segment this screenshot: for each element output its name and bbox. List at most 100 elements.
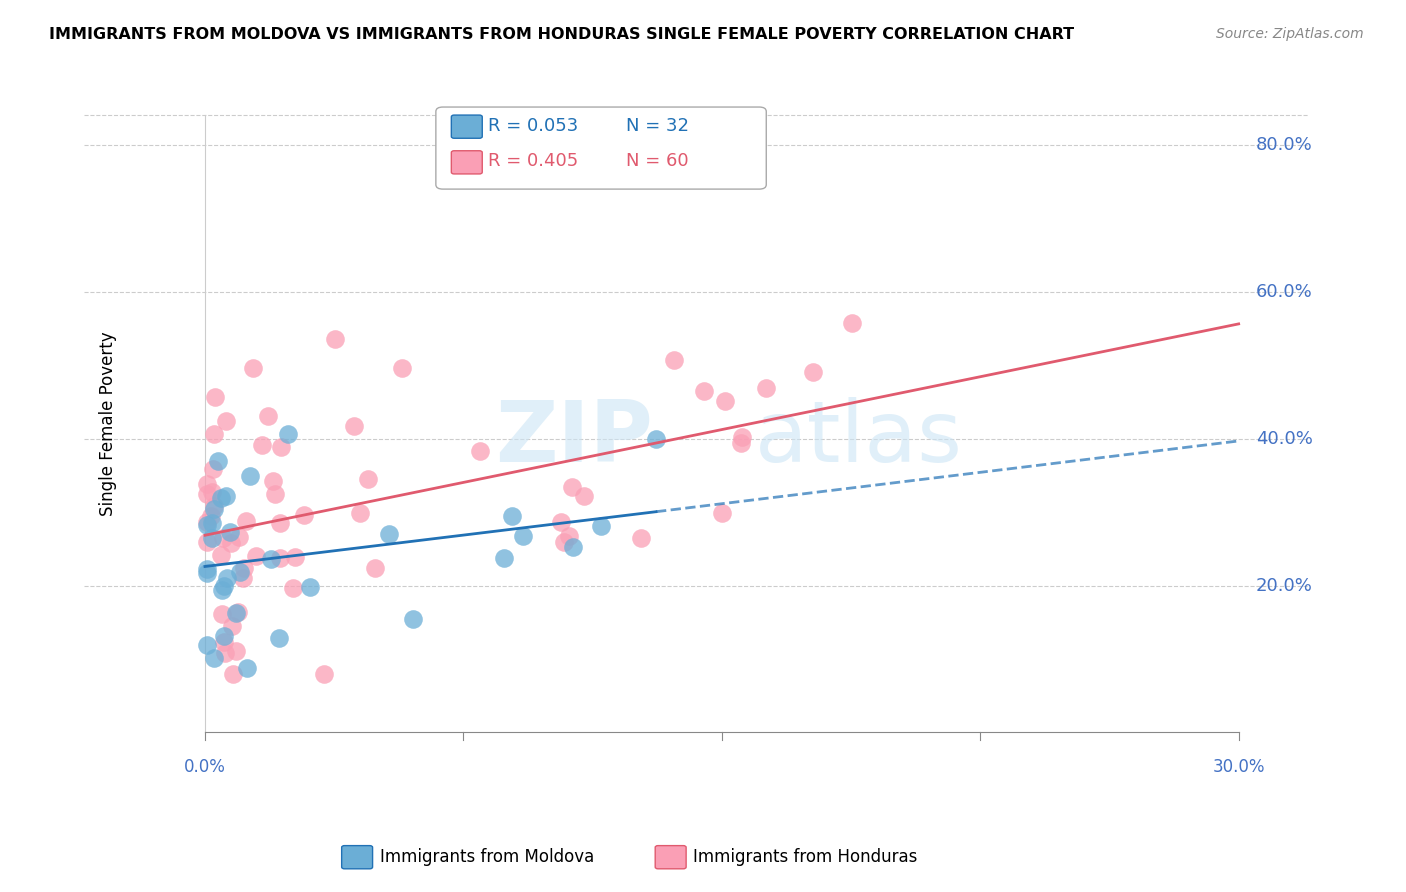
Point [201, 484, 224, 499]
Point [225, 644, 247, 658]
Point [202, 651, 225, 665]
Point [561, 480, 583, 494]
Point [314, 666, 336, 681]
Point [195, 638, 218, 652]
Point [841, 317, 863, 331]
Point [214, 646, 236, 660]
Point [212, 579, 235, 593]
Point [221, 619, 243, 633]
Point [343, 418, 366, 433]
Text: Source: ZipAtlas.com: Source: ZipAtlas.com [1216, 27, 1364, 41]
Point [710, 506, 733, 520]
Point [262, 474, 284, 488]
Point [232, 571, 254, 585]
Text: Immigrants from Moldova: Immigrants from Moldova [380, 848, 593, 866]
Text: 20.0%: 20.0% [1256, 576, 1313, 595]
Point [235, 514, 257, 528]
Text: 30.0%: 30.0% [1212, 758, 1265, 776]
Point [195, 562, 218, 576]
Point [201, 461, 224, 475]
Point [195, 535, 218, 549]
Point [662, 353, 685, 368]
Text: N = 32: N = 32 [626, 117, 689, 135]
Point [731, 430, 754, 444]
Text: Single Female Poverty: Single Female Poverty [100, 332, 118, 516]
Point [222, 666, 245, 681]
Text: 80.0%: 80.0% [1256, 136, 1313, 153]
Point [323, 332, 346, 346]
Point [201, 531, 224, 545]
Point [558, 529, 581, 543]
Point [228, 530, 250, 544]
Point [195, 515, 218, 529]
Point [200, 509, 222, 524]
Text: 0.0%: 0.0% [184, 758, 226, 776]
Text: 60.0%: 60.0% [1256, 283, 1313, 301]
Point [209, 548, 232, 562]
Point [233, 561, 256, 575]
Point [256, 409, 278, 423]
Point [211, 607, 233, 622]
Point [195, 517, 218, 532]
Point [211, 531, 233, 545]
FancyBboxPatch shape [655, 846, 686, 869]
Point [263, 487, 285, 501]
Point [693, 384, 716, 398]
Point [260, 552, 283, 566]
Point [292, 508, 315, 522]
Point [714, 394, 737, 409]
Point [645, 432, 668, 446]
Point [299, 580, 322, 594]
Point [211, 583, 233, 598]
Point [281, 581, 304, 595]
Point [204, 391, 226, 405]
Point [574, 489, 596, 503]
Point [630, 531, 652, 545]
Point [195, 477, 218, 491]
Point [591, 518, 613, 533]
Point [202, 501, 225, 516]
FancyBboxPatch shape [436, 107, 766, 189]
Point [755, 381, 778, 395]
Point [252, 438, 274, 452]
Point [364, 561, 387, 575]
Point [277, 426, 299, 441]
Point [219, 524, 242, 539]
Point [212, 635, 235, 649]
FancyBboxPatch shape [451, 151, 482, 174]
Point [200, 516, 222, 530]
Point [550, 515, 572, 529]
Point [492, 551, 515, 566]
Point [225, 606, 247, 620]
FancyBboxPatch shape [451, 115, 482, 138]
Point [284, 550, 307, 565]
Point [512, 529, 534, 543]
Point [377, 526, 399, 541]
Point [269, 516, 291, 530]
Point [501, 509, 523, 524]
Point [267, 631, 290, 645]
Point [801, 365, 824, 379]
Point [730, 435, 752, 450]
Point [212, 630, 235, 644]
Point [270, 440, 292, 454]
Point [470, 443, 492, 458]
Point [269, 551, 291, 566]
Point [239, 468, 262, 483]
Point [562, 540, 585, 554]
Text: Immigrants from Honduras: Immigrants from Honduras [693, 848, 918, 866]
Point [215, 489, 238, 503]
Point [215, 572, 238, 586]
Point [202, 427, 225, 442]
Point [226, 605, 249, 619]
Text: N = 60: N = 60 [626, 153, 689, 170]
Point [202, 499, 225, 513]
Text: IMMIGRANTS FROM MOLDOVA VS IMMIGRANTS FROM HONDURAS SINGLE FEMALE POVERTY CORREL: IMMIGRANTS FROM MOLDOVA VS IMMIGRANTS FR… [49, 27, 1074, 42]
Point [235, 661, 257, 675]
Point [215, 414, 238, 428]
Point [195, 566, 218, 580]
Point [402, 612, 425, 626]
Text: 40.0%: 40.0% [1256, 430, 1313, 448]
Point [242, 360, 264, 375]
Point [349, 506, 371, 520]
